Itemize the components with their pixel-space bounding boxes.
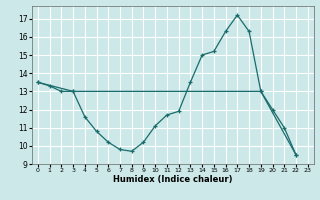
X-axis label: Humidex (Indice chaleur): Humidex (Indice chaleur): [113, 175, 233, 184]
